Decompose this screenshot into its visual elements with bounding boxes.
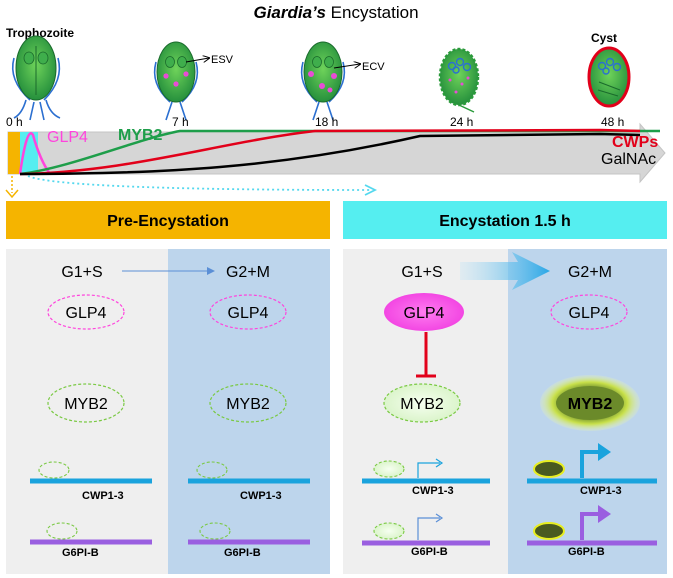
right-myb2-g1s-oval xyxy=(383,383,461,423)
right-glp4-g2m-label: GLP4 xyxy=(569,305,610,322)
cwps-curve-label: CWPs xyxy=(612,134,658,151)
cell-with-esv-icon xyxy=(153,41,209,121)
stage-label-ecv: ECV xyxy=(362,61,385,73)
cwps-curve xyxy=(19,128,641,176)
encystation-1-5h-marker xyxy=(20,132,38,174)
right-g6pi-g2m-label: G6PI-B xyxy=(568,546,605,558)
left-myb2-g2m-label: MYB2 xyxy=(226,396,270,413)
left-cwp-g1s-label: CWP1-3 xyxy=(82,490,124,502)
stage-label-esv: ESV xyxy=(211,54,234,66)
glp4-curve xyxy=(18,132,52,175)
encystation-connector xyxy=(27,175,371,191)
right-g6pi-g1s-label: G6PI-B xyxy=(411,546,448,558)
right-glp4-g1s-oval xyxy=(384,293,464,331)
right-phase-g1s: G1+S xyxy=(401,264,442,281)
left-glp4-g2m-label: GLP4 xyxy=(228,305,269,322)
left-cwp-g1s-binder xyxy=(38,461,70,479)
right-g6pi-g1s-promoter-arrow xyxy=(417,517,440,540)
right-cwp-g1s-promoter-arrow xyxy=(417,462,440,478)
left-glp4-g1s-label: GLP4 xyxy=(66,305,107,322)
right-glp4-g2m-oval xyxy=(550,294,628,330)
tick-24h: 24 h xyxy=(450,115,473,129)
right-myb2-g2m-label: MYB2 xyxy=(568,396,613,413)
trophozoite-cell-icon xyxy=(11,35,61,121)
right-cwp-g2m-label: CWP1-3 xyxy=(580,485,622,497)
galnac-curve-label: GalNAc xyxy=(601,151,656,168)
right-phase-g2m: G2+M xyxy=(568,264,612,281)
left-cwp-g2m-label: CWP1-3 xyxy=(240,490,282,502)
left-glp4-g1s-oval xyxy=(47,294,125,330)
title-italic: Giardia’s xyxy=(253,3,325,22)
right-cwp-g2m-binder xyxy=(533,460,565,478)
right-g6pi-g1s-binder xyxy=(373,522,405,540)
tick-18h: 18 h xyxy=(315,115,338,129)
myb2-curve xyxy=(19,129,660,176)
left-g6pi-g1s-binder xyxy=(46,522,78,540)
pre-encystation-marker xyxy=(8,132,20,174)
title-rest: Encystation xyxy=(326,3,419,22)
mature-cyst-icon xyxy=(587,46,631,108)
right-cwp-g1s-binder xyxy=(373,460,405,478)
encystation-connector-head xyxy=(364,184,378,196)
right-g6pi-g2m-binder xyxy=(533,522,565,540)
left-cwp-g2m-binder xyxy=(196,461,228,479)
diagram-title: Giardia’s Encystation xyxy=(253,3,418,22)
left-g6pi-g2m-label: G6PI-B xyxy=(224,547,261,559)
cell-with-ecv-icon xyxy=(300,41,360,121)
stage-label-cyst: Cyst xyxy=(591,31,617,45)
left-phase-g1s: G1+S xyxy=(61,264,102,281)
left-g6pi-g2m-binder xyxy=(199,522,231,540)
encystation-title: Encystation 1.5 h xyxy=(439,213,571,230)
left-myb2-g1s-label: MYB2 xyxy=(64,396,108,413)
tick-48h: 48 h xyxy=(601,115,624,129)
pre-encystation-title: Pre-Encystation xyxy=(107,213,229,230)
right-cwp-g2m-promoter-arrow xyxy=(580,450,600,478)
pre-encystation-header xyxy=(6,201,330,239)
galnac-curve xyxy=(19,132,641,176)
early-cyst-icon xyxy=(438,47,480,113)
stage-label-trophozoite: Trophozoite xyxy=(6,26,74,40)
encystation-header xyxy=(343,201,667,239)
right-myb2-g1s-label: MYB2 xyxy=(400,396,444,413)
left-myb2-g1s-oval xyxy=(47,383,125,423)
right-g6pi-g2m-promoter-arrow xyxy=(580,512,600,540)
left-g6pi-g1s-label: G6PI-B xyxy=(62,547,99,559)
right-cwp-g1s-label: CWP1-3 xyxy=(412,485,454,497)
right-glp4-g1s-label: GLP4 xyxy=(404,305,445,322)
left-myb2-g2m-oval xyxy=(209,383,287,423)
glp4-curve-label: GLP4 xyxy=(47,129,88,146)
left-glp4-g2m-oval xyxy=(209,294,287,330)
pre-encystation-connector-head xyxy=(5,189,19,199)
pre-encystation-panel: G1+S G2+M GLP4 GLP4 MYB2 MYB2 CWP1-3 CWP… xyxy=(6,249,330,574)
tick-7h: 7 h xyxy=(172,115,189,129)
encystation-panel: G1+S G2+M GLP4 GLP4 MYB2 MYB2 CWP1-3 CWP… xyxy=(343,249,667,574)
right-myb2-g2m-oval xyxy=(556,386,624,420)
tick-0h: 0 h xyxy=(6,115,23,129)
left-phase-g2m: G2+M xyxy=(226,264,270,281)
myb2-curve-label: MYB2 xyxy=(118,127,163,144)
right-phase-arrow xyxy=(460,252,550,290)
